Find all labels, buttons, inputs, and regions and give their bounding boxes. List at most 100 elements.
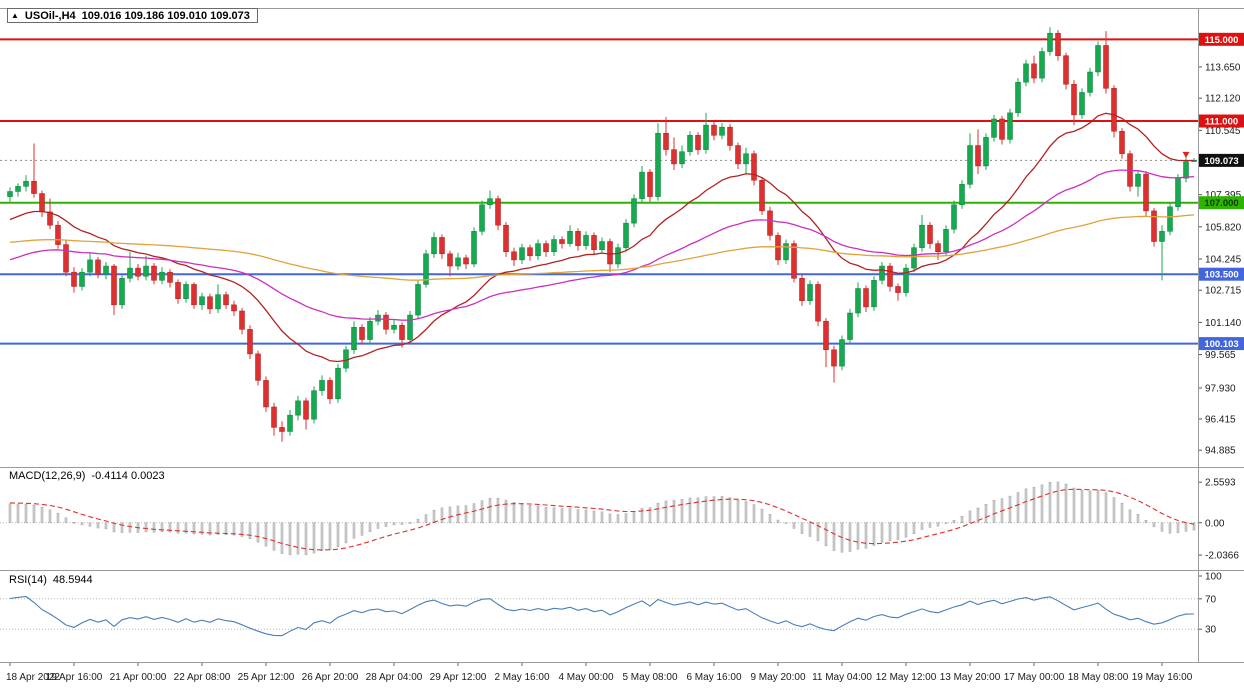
rsi-label-text: RSI(14) bbox=[9, 574, 47, 586]
time-label: 22 Apr 08:00 bbox=[174, 672, 231, 683]
time-label: 19 Apr 16:00 bbox=[46, 672, 103, 683]
chart-title-box: ▲ USOil-,H4 109.016 109.186 109.010 109.… bbox=[7, 8, 258, 23]
macd-histogram-bar bbox=[496, 497, 500, 524]
candle-body bbox=[191, 284, 197, 306]
time-label: 5 May 08:00 bbox=[622, 672, 677, 683]
macd-histogram-bar bbox=[104, 522, 108, 530]
macd-histogram-bar bbox=[888, 522, 892, 541]
macd-histogram-bar bbox=[968, 510, 972, 524]
candle-body bbox=[599, 241, 605, 250]
candle-body bbox=[79, 271, 85, 287]
macd-indicator-label: MACD(12,26,9) -0.4114 0.0023 bbox=[9, 470, 165, 482]
macd-histogram-bar bbox=[1184, 522, 1188, 532]
macd-histogram-bar bbox=[824, 522, 828, 547]
candle-body bbox=[559, 239, 565, 244]
macd-histogram-bar bbox=[672, 500, 676, 524]
macd-values-text: -0.4114 0.0023 bbox=[91, 470, 165, 482]
time-label: 29 Apr 12:00 bbox=[430, 672, 487, 683]
candle-body bbox=[23, 181, 29, 187]
macd-histogram-bar bbox=[760, 508, 764, 524]
macd-histogram-bar bbox=[1040, 484, 1044, 524]
macd-histogram-bar bbox=[928, 522, 932, 528]
candle-body bbox=[207, 296, 213, 310]
macd-histogram-bar bbox=[1096, 489, 1100, 524]
candle-body bbox=[919, 224, 925, 248]
level-badge-111.000[interactable] bbox=[1199, 114, 1244, 128]
macd-histogram-bar bbox=[560, 508, 564, 524]
one-click-trading-icon[interactable]: ▲ bbox=[11, 10, 19, 20]
macd-histogram-bar bbox=[536, 505, 540, 524]
candle-body bbox=[55, 224, 61, 245]
candle-body bbox=[199, 296, 205, 306]
macd-histogram-bar bbox=[464, 505, 468, 524]
macd-histogram-bar bbox=[424, 514, 428, 524]
candle-body bbox=[335, 367, 341, 400]
candle-body bbox=[967, 145, 973, 185]
candle-body bbox=[407, 314, 413, 340]
candle-body bbox=[551, 239, 557, 252]
level-badge-107.000[interactable] bbox=[1199, 196, 1244, 210]
time-label: 18 Apr 2022 bbox=[6, 672, 60, 683]
macd-histogram-bar bbox=[1168, 522, 1172, 534]
macd-histogram-bar bbox=[856, 522, 860, 550]
candle-body bbox=[623, 222, 629, 248]
macd-histogram-bar bbox=[568, 508, 572, 524]
macd-histogram-bar bbox=[96, 522, 100, 529]
macd-histogram-bar bbox=[416, 518, 420, 524]
candle-body bbox=[439, 237, 445, 255]
candle-body bbox=[511, 251, 517, 261]
candle-body bbox=[759, 180, 765, 212]
level-badge-115.000[interactable] bbox=[1199, 32, 1244, 46]
candle-body bbox=[735, 145, 741, 165]
level-badge-103.500[interactable] bbox=[1199, 267, 1244, 281]
candle-body bbox=[111, 265, 117, 306]
macd-histogram-bar bbox=[72, 522, 76, 524]
candle-body bbox=[767, 210, 773, 236]
macd-histogram-bar bbox=[848, 522, 852, 552]
macd-histogram-bar bbox=[1048, 481, 1052, 524]
macd-histogram-bar bbox=[408, 522, 412, 524]
macd-scale-label: -2.0366 bbox=[1205, 551, 1239, 562]
candle-body bbox=[1031, 63, 1037, 79]
macd-histogram-bar bbox=[1072, 487, 1076, 524]
macd-histogram-bar bbox=[976, 507, 980, 524]
time-label: 11 May 04:00 bbox=[812, 672, 872, 683]
time-label: 18 May 08:00 bbox=[1068, 672, 1129, 683]
candle-body bbox=[775, 235, 781, 261]
macd-histogram-bar bbox=[904, 522, 908, 538]
time-label: 13 May 20:00 bbox=[940, 672, 1001, 683]
macd-histogram-bar bbox=[776, 519, 780, 524]
macd-histogram-bar bbox=[248, 522, 252, 540]
macd-histogram-bar bbox=[800, 522, 804, 534]
candle-body bbox=[607, 241, 613, 265]
candle-body bbox=[695, 135, 701, 150]
candle-body bbox=[567, 231, 573, 244]
candle-body bbox=[263, 380, 269, 408]
macd-histogram-bar bbox=[1064, 483, 1068, 524]
level-badge-100.103[interactable] bbox=[1199, 337, 1244, 351]
macd-histogram-bar bbox=[808, 522, 812, 537]
candle-body bbox=[839, 339, 845, 367]
macd-histogram-bar bbox=[896, 522, 900, 540]
candle-body bbox=[431, 237, 437, 255]
candle-body bbox=[679, 151, 685, 165]
macd-histogram-bar bbox=[16, 503, 20, 524]
macd-histogram-bar bbox=[960, 516, 964, 524]
macd-histogram-bar bbox=[1144, 520, 1148, 524]
candle-body bbox=[359, 327, 365, 340]
time-label: 25 Apr 12:00 bbox=[238, 672, 295, 683]
candle-body bbox=[135, 267, 141, 277]
time-label: 12 May 12:00 bbox=[876, 672, 937, 683]
candle-body bbox=[687, 135, 693, 152]
candle-body bbox=[71, 271, 77, 287]
macd-histogram-bar bbox=[728, 497, 732, 524]
time-label: 6 May 16:00 bbox=[686, 672, 741, 683]
candle-body bbox=[823, 320, 829, 351]
candle-body bbox=[543, 243, 549, 252]
candle-body bbox=[319, 380, 325, 391]
candle-body bbox=[615, 247, 621, 265]
candle-body bbox=[1151, 210, 1157, 242]
candle-body bbox=[271, 406, 277, 428]
level-badge-100.103-label: 100.103 bbox=[1204, 339, 1238, 350]
